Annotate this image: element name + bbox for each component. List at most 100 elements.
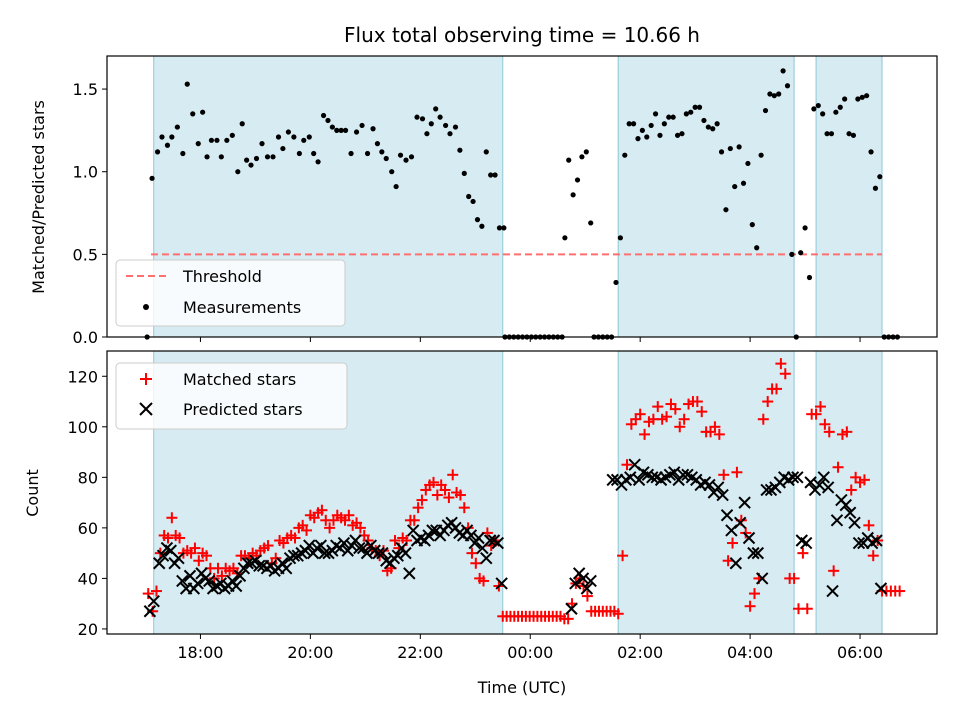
measurement-point: [496, 225, 503, 231]
measurement-point: [806, 274, 813, 281]
matched-star-point: [832, 461, 844, 473]
matched-star-point: [841, 426, 853, 438]
predicted-star-point: [760, 483, 773, 497]
predicted-star-point: [495, 577, 508, 590]
measurement-point: [824, 131, 830, 137]
matched-star-point: [174, 532, 186, 544]
measurement-point: [447, 131, 453, 137]
axes-layer: 18:00 20:00 22:00 00:00 02:00 04:00 06:00 0.0 0.…: [67, 55, 938, 662]
matched-star-point: [166, 512, 178, 524]
predicted-star-point: [716, 488, 729, 502]
x-tick-label: 18:00: [177, 643, 223, 662]
bottom-legend-box: [115, 362, 348, 430]
measurement-point: [622, 152, 628, 158]
predicted-star-point: [576, 572, 590, 585]
predicted-star-point: [191, 577, 204, 590]
matched-star-point: [867, 550, 879, 562]
predicted-star-point: [799, 536, 813, 550]
matched-star-point: [162, 532, 174, 544]
measurement-point: [674, 132, 681, 138]
measurement-point: [736, 144, 742, 150]
measurement-point: [224, 137, 230, 143]
measurement-point: [424, 131, 430, 137]
measurement-point: [780, 68, 786, 74]
predicted-star-point: [826, 584, 839, 598]
measurement-point: [705, 124, 711, 130]
measurement-point: [259, 141, 265, 147]
predicted-star-point: [668, 466, 681, 479]
predicted-star-point: [703, 478, 716, 492]
measurement-point: [639, 127, 645, 133]
matched-star-point: [562, 613, 574, 625]
matched-star-point: [634, 408, 646, 420]
matched-star-point: [200, 550, 212, 562]
predicted-star-point: [606, 473, 619, 487]
predicted-star-point: [821, 481, 835, 494]
measurement-point: [588, 220, 594, 226]
measurement-point: [710, 126, 716, 132]
measurement-point: [180, 150, 186, 157]
measurement-point: [718, 149, 725, 155]
predicted-star-point: [229, 579, 243, 593]
predicted-star-point: [426, 524, 439, 537]
predicted-star-point: [480, 551, 493, 565]
predicted-star-point: [747, 546, 760, 560]
matched-star-point: [814, 401, 826, 413]
measurement-point: [846, 131, 852, 137]
matched-star-point: [797, 547, 809, 559]
bottom-y-tick-label: 80: [78, 468, 98, 487]
measurement-point: [479, 223, 485, 229]
measurement-point: [370, 126, 376, 132]
top-shaded-interval-1: [617, 55, 795, 338]
top-y-tick-label: 0.5: [73, 245, 98, 264]
measurement-point: [833, 109, 839, 115]
measurement-point: [566, 157, 572, 163]
measurement-point: [414, 114, 420, 120]
matched-stars-layer: [142, 358, 906, 625]
measurement-point: [802, 225, 808, 231]
matched-star-point: [863, 519, 875, 531]
measurement-point: [437, 114, 443, 120]
measurement-point: [442, 122, 449, 129]
measurement-point: [244, 157, 250, 163]
measurement-point: [492, 172, 498, 178]
legend-predicted-label: Predicted stars: [183, 400, 303, 419]
measurement-point: [433, 106, 439, 112]
measurement-point: [248, 162, 254, 168]
predicted-star-point: [241, 557, 254, 570]
measurement-point: [811, 106, 817, 112]
matched-star-point: [443, 492, 455, 504]
top-legend: Threshold Measurements: [115, 259, 346, 327]
bottom-y-tick-label: 40: [78, 569, 98, 588]
measurement-point: [842, 96, 848, 102]
measurement-point: [428, 121, 434, 127]
matched-star-point: [428, 476, 440, 488]
matched-star-point: [845, 484, 857, 496]
predicted-star-point: [676, 468, 690, 482]
measurement-point: [159, 134, 165, 140]
measurement-point: [348, 150, 354, 157]
bottom-axes-frame: [106, 350, 938, 635]
matched-star-point: [150, 585, 162, 597]
x-tick-label: 06:00: [837, 643, 883, 662]
predicted-star-point: [391, 549, 404, 562]
measurement-point: [820, 111, 826, 117]
matched-star-point: [709, 421, 721, 433]
matched-star-point: [216, 570, 228, 582]
bottom-y-axis-label: Count: [23, 469, 42, 517]
matched-star-point: [810, 408, 822, 420]
matched-star-point: [581, 590, 593, 602]
matched-star-point: [674, 421, 686, 433]
matched-star-point: [691, 396, 703, 408]
matched-star-point: [458, 502, 470, 514]
measurement-point: [574, 177, 581, 183]
matched-star-point: [801, 603, 813, 615]
predicted-star-point: [584, 574, 597, 588]
measurement-point: [815, 102, 821, 109]
measurement-point: [359, 122, 365, 129]
measurement-point: [397, 152, 404, 158]
measurement-point: [501, 225, 507, 231]
measurement-point: [218, 154, 224, 160]
top-axes-frame: [106, 55, 938, 338]
predicted-star-point: [817, 471, 830, 484]
